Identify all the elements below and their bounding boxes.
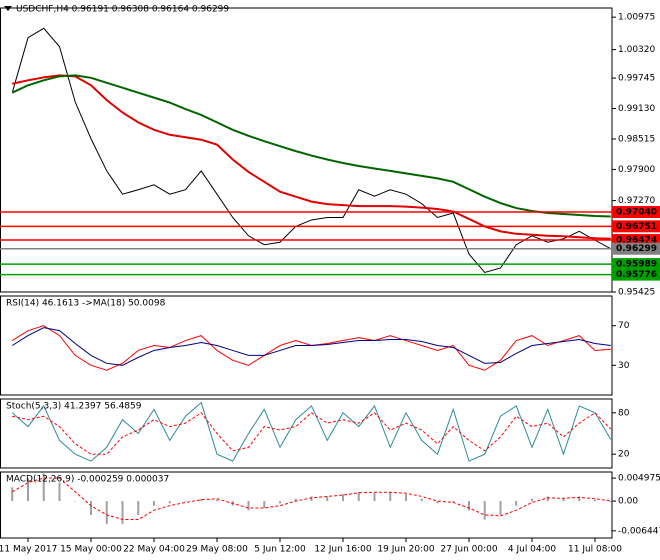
x-tick-label: 11 Jul 08:00 [568, 545, 622, 555]
histogram-bar [405, 494, 407, 502]
y-tick-label: -0.006447 [618, 526, 660, 536]
histogram-bar [531, 498, 533, 502]
y-tick-label: 0.99745 [618, 74, 655, 84]
series-line [11, 401, 612, 462]
level-label-box [612, 258, 660, 271]
panel [0, 295, 613, 396]
histogram-bar [27, 478, 29, 502]
histogram-bar [247, 501, 250, 511]
histogram-bar [468, 501, 470, 511]
x-tick-label: 15 May 00:00 [60, 545, 122, 555]
level-label: 0.95776 [616, 270, 657, 280]
series-line [12, 412, 612, 455]
level-label-box [612, 206, 660, 219]
y-tick-label: 0.97270 [618, 196, 655, 206]
y-tick-label: 1.00320 [618, 45, 655, 55]
histogram-bar [562, 498, 565, 502]
histogram-bar [74, 501, 77, 502]
y-tick-label: 0.98515 [618, 134, 655, 144]
y-tick-label: 0.004975 [618, 474, 660, 484]
level-label-box [612, 242, 660, 255]
panel-title: USDCHF,H4 0.96191 0.96308 0.96164 0.9629… [16, 5, 229, 15]
histogram-bar [90, 501, 92, 515]
y-tick-label: 0.99130 [618, 104, 655, 114]
level-label: 0.97040 [616, 208, 657, 218]
histogram-bar [42, 473, 45, 502]
histogram-bar [452, 501, 455, 503]
panel [0, 7, 613, 293]
y-tick-label: 30 [618, 361, 630, 371]
x-tick-label: 29 May 08:00 [186, 545, 248, 555]
y-tick-label: 0.97900 [618, 165, 655, 175]
panel-title: MACD(12,26,9) -0.000259 0.000037 [6, 475, 169, 485]
histogram-bar [58, 482, 61, 502]
histogram-bar [137, 501, 140, 515]
histogram-bar [294, 498, 297, 502]
y-tick-label: 0.95425 [618, 288, 655, 298]
histogram-bar [578, 496, 581, 502]
histogram-bar [436, 501, 439, 504]
panel [0, 398, 613, 469]
histogram-bar [184, 501, 187, 502]
series-line [11, 327, 611, 366]
series-line [11, 74, 611, 218]
histogram-bar [389, 491, 392, 502]
x-tick-label: 11 May 2017 [0, 545, 57, 555]
histogram-bar [594, 499, 596, 502]
histogram-bar [168, 501, 171, 504]
x-tick-label: 19 Jun 20:00 [377, 545, 434, 555]
histogram-bar [609, 501, 612, 503]
x-tick-label: 27 Jun 00:00 [440, 545, 497, 555]
histogram-bar [546, 496, 549, 502]
x-tick-label: 12 Jun 16:00 [314, 545, 371, 555]
histogram-bar [420, 498, 423, 502]
histogram-bar [121, 501, 124, 525]
histogram-bar [263, 501, 266, 508]
histogram-bar [11, 487, 14, 502]
panel-title: Stoch(5,3,3) 41.2397 56.4859 [6, 402, 142, 412]
histogram-bar [200, 498, 203, 502]
histogram-bar [515, 501, 518, 506]
histogram-bar [153, 501, 155, 506]
histogram-bar [357, 491, 360, 502]
histogram-bar [342, 494, 344, 502]
histogram-bar [216, 499, 218, 502]
histogram-bar [373, 492, 376, 502]
x-tick-label: 4 Jul 04:00 [508, 545, 557, 555]
histogram-bar [499, 501, 502, 515]
histogram-bar [326, 496, 329, 502]
y-tick-label: 0.00 [618, 497, 638, 507]
y-tick-label: 20 [618, 450, 630, 460]
y-tick-label: 70 [618, 321, 630, 331]
level-label: 0.96751 [616, 222, 657, 232]
histogram-bar [105, 501, 108, 525]
x-tick-label: 22 May 04:00 [123, 545, 185, 555]
histogram-bar [279, 501, 281, 504]
level-label-box [612, 268, 660, 281]
panel-title: RSI(14) 46.1613 ->MA(18) 50.0098 [6, 299, 166, 309]
level-label: 0.96299 [616, 244, 657, 254]
level-label: 0.96474 [616, 236, 657, 246]
y-tick-label: 80 [618, 408, 630, 418]
x-tick-label: 5 Jun 12:00 [254, 545, 306, 555]
level-label-box [612, 220, 660, 233]
panel [0, 471, 613, 539]
histogram-bar [483, 501, 486, 520]
series-line [12, 74, 611, 240]
histogram-bar [310, 496, 313, 502]
level-label: 0.95989 [616, 260, 657, 270]
series-line [11, 27, 611, 274]
y-tick-label: 1.00975 [618, 13, 655, 23]
series-line [11, 477, 611, 521]
